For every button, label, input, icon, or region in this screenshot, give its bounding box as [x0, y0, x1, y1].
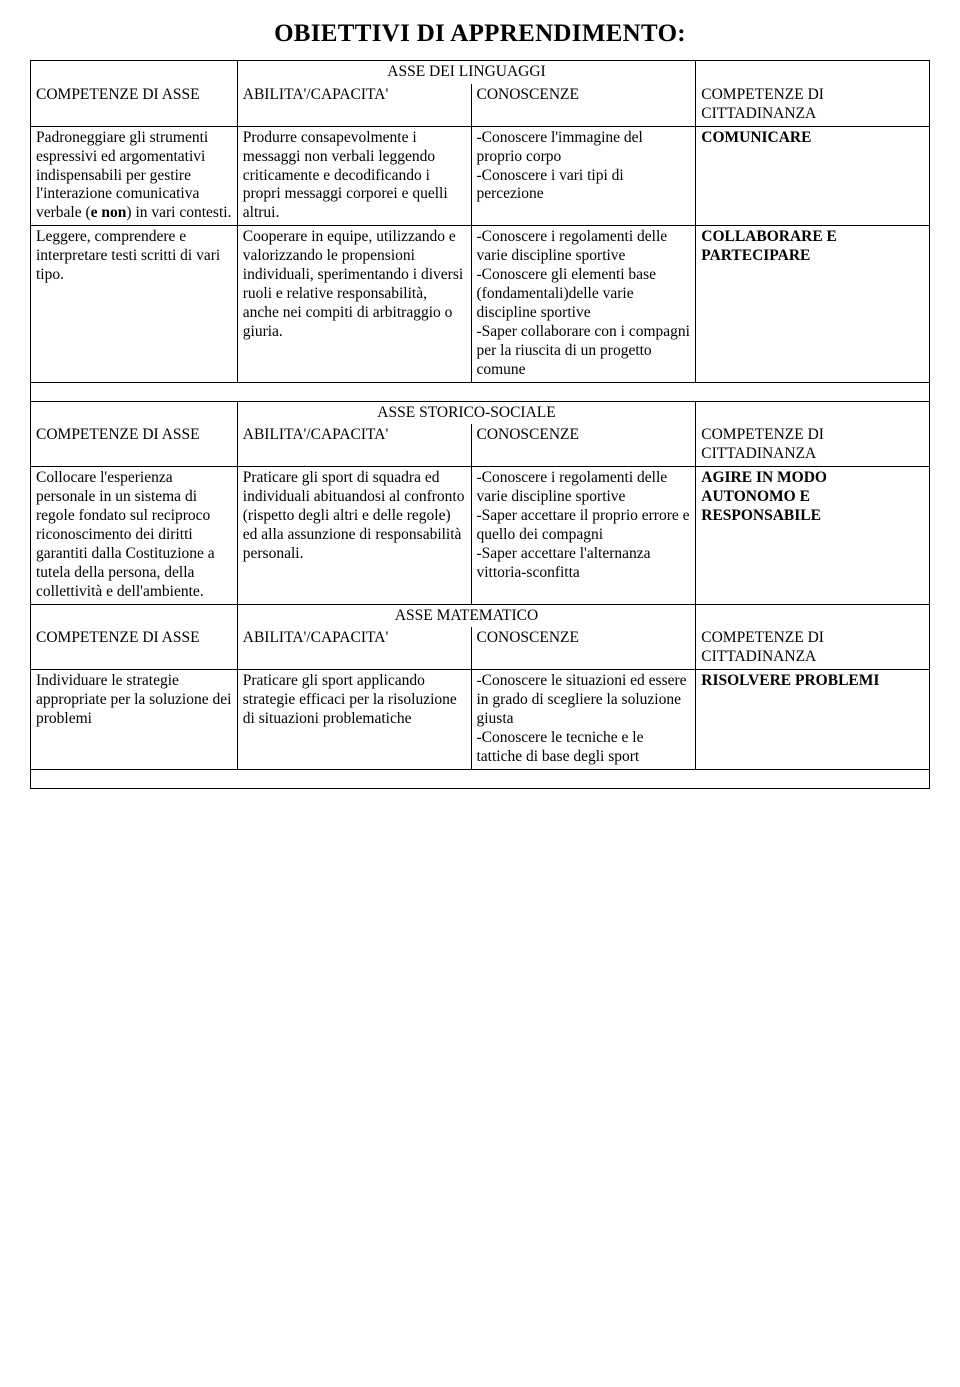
- col-header: COMPETENZE DI ASSE: [31, 84, 238, 126]
- table-cell: Produrre consapevolmente i messaggi non …: [237, 126, 471, 226]
- col-header: COMPETENZE DI CITTADINANZA: [696, 627, 930, 669]
- col-header: ABILITA'/CAPACITA': [237, 84, 471, 126]
- table-cell: -Conoscere l'immagine del proprio corpo-…: [471, 126, 696, 226]
- table-cell: Praticare gli sport applicando strategie…: [237, 670, 471, 770]
- table-cell: Leggere, comprendere e interpretare test…: [31, 226, 238, 382]
- spacer-cell: [31, 382, 930, 401]
- table-cell: -Conoscere le situazioni ed essere in gr…: [471, 670, 696, 770]
- table-cell: Collocare l'esperienza personale in un s…: [31, 467, 238, 604]
- table-cell: [696, 401, 930, 424]
- col-header: CONOSCENZE: [471, 627, 696, 669]
- table-cell: Praticare gli sport di squadra ed indivi…: [237, 467, 471, 604]
- col-header: ABILITA'/CAPACITA': [237, 424, 471, 466]
- table-cell: Individuare le strategie appropriate per…: [31, 670, 238, 770]
- col-header: CONOSCENZE: [471, 84, 696, 126]
- spacer-cell: [31, 769, 930, 788]
- page-title: OBIETTIVI DI APPRENDIMENTO:: [30, 20, 930, 48]
- table-cell: [696, 61, 930, 84]
- section-header-storico: ASSE STORICO-SOCIALE: [237, 401, 695, 424]
- table-cell: [31, 61, 238, 84]
- col-header: COMPETENZE DI ASSE: [31, 627, 238, 669]
- table-cell: COMUNICARE: [696, 126, 930, 226]
- table-cell: [31, 401, 238, 424]
- table-cell: [696, 604, 930, 627]
- learning-objectives-table: ASSE DEI LINGUAGGI COMPETENZE DI ASSE AB…: [30, 60, 930, 789]
- table-cell: -Conoscere i regolamenti delle varie dis…: [471, 467, 696, 604]
- table-cell: -Conoscere i regolamenti delle varie dis…: [471, 226, 696, 382]
- table-cell: RISOLVERE PROBLEMI: [696, 670, 930, 770]
- table-cell: Padroneggiare gli strumenti espressivi e…: [31, 126, 238, 226]
- col-header: COMPETENZE DI ASSE: [31, 424, 238, 466]
- col-header: ABILITA'/CAPACITA': [237, 627, 471, 669]
- section-header-matematico: ASSE MATEMATICO: [237, 604, 695, 627]
- table-cell: [31, 604, 238, 627]
- table-cell: COLLABORARE E PARTECIPARE: [696, 226, 930, 382]
- col-header: COMPETENZE DI CITTADINANZA: [696, 84, 930, 126]
- table-cell: Cooperare in equipe, utilizzando e valor…: [237, 226, 471, 382]
- section-header-linguaggi: ASSE DEI LINGUAGGI: [237, 61, 695, 84]
- col-header: CONOSCENZE: [471, 424, 696, 466]
- table-cell: AGIRE IN MODO AUTONOMO E RESPONSABILE: [696, 467, 930, 604]
- col-header: COMPETENZE DI CITTADINANZA: [696, 424, 930, 466]
